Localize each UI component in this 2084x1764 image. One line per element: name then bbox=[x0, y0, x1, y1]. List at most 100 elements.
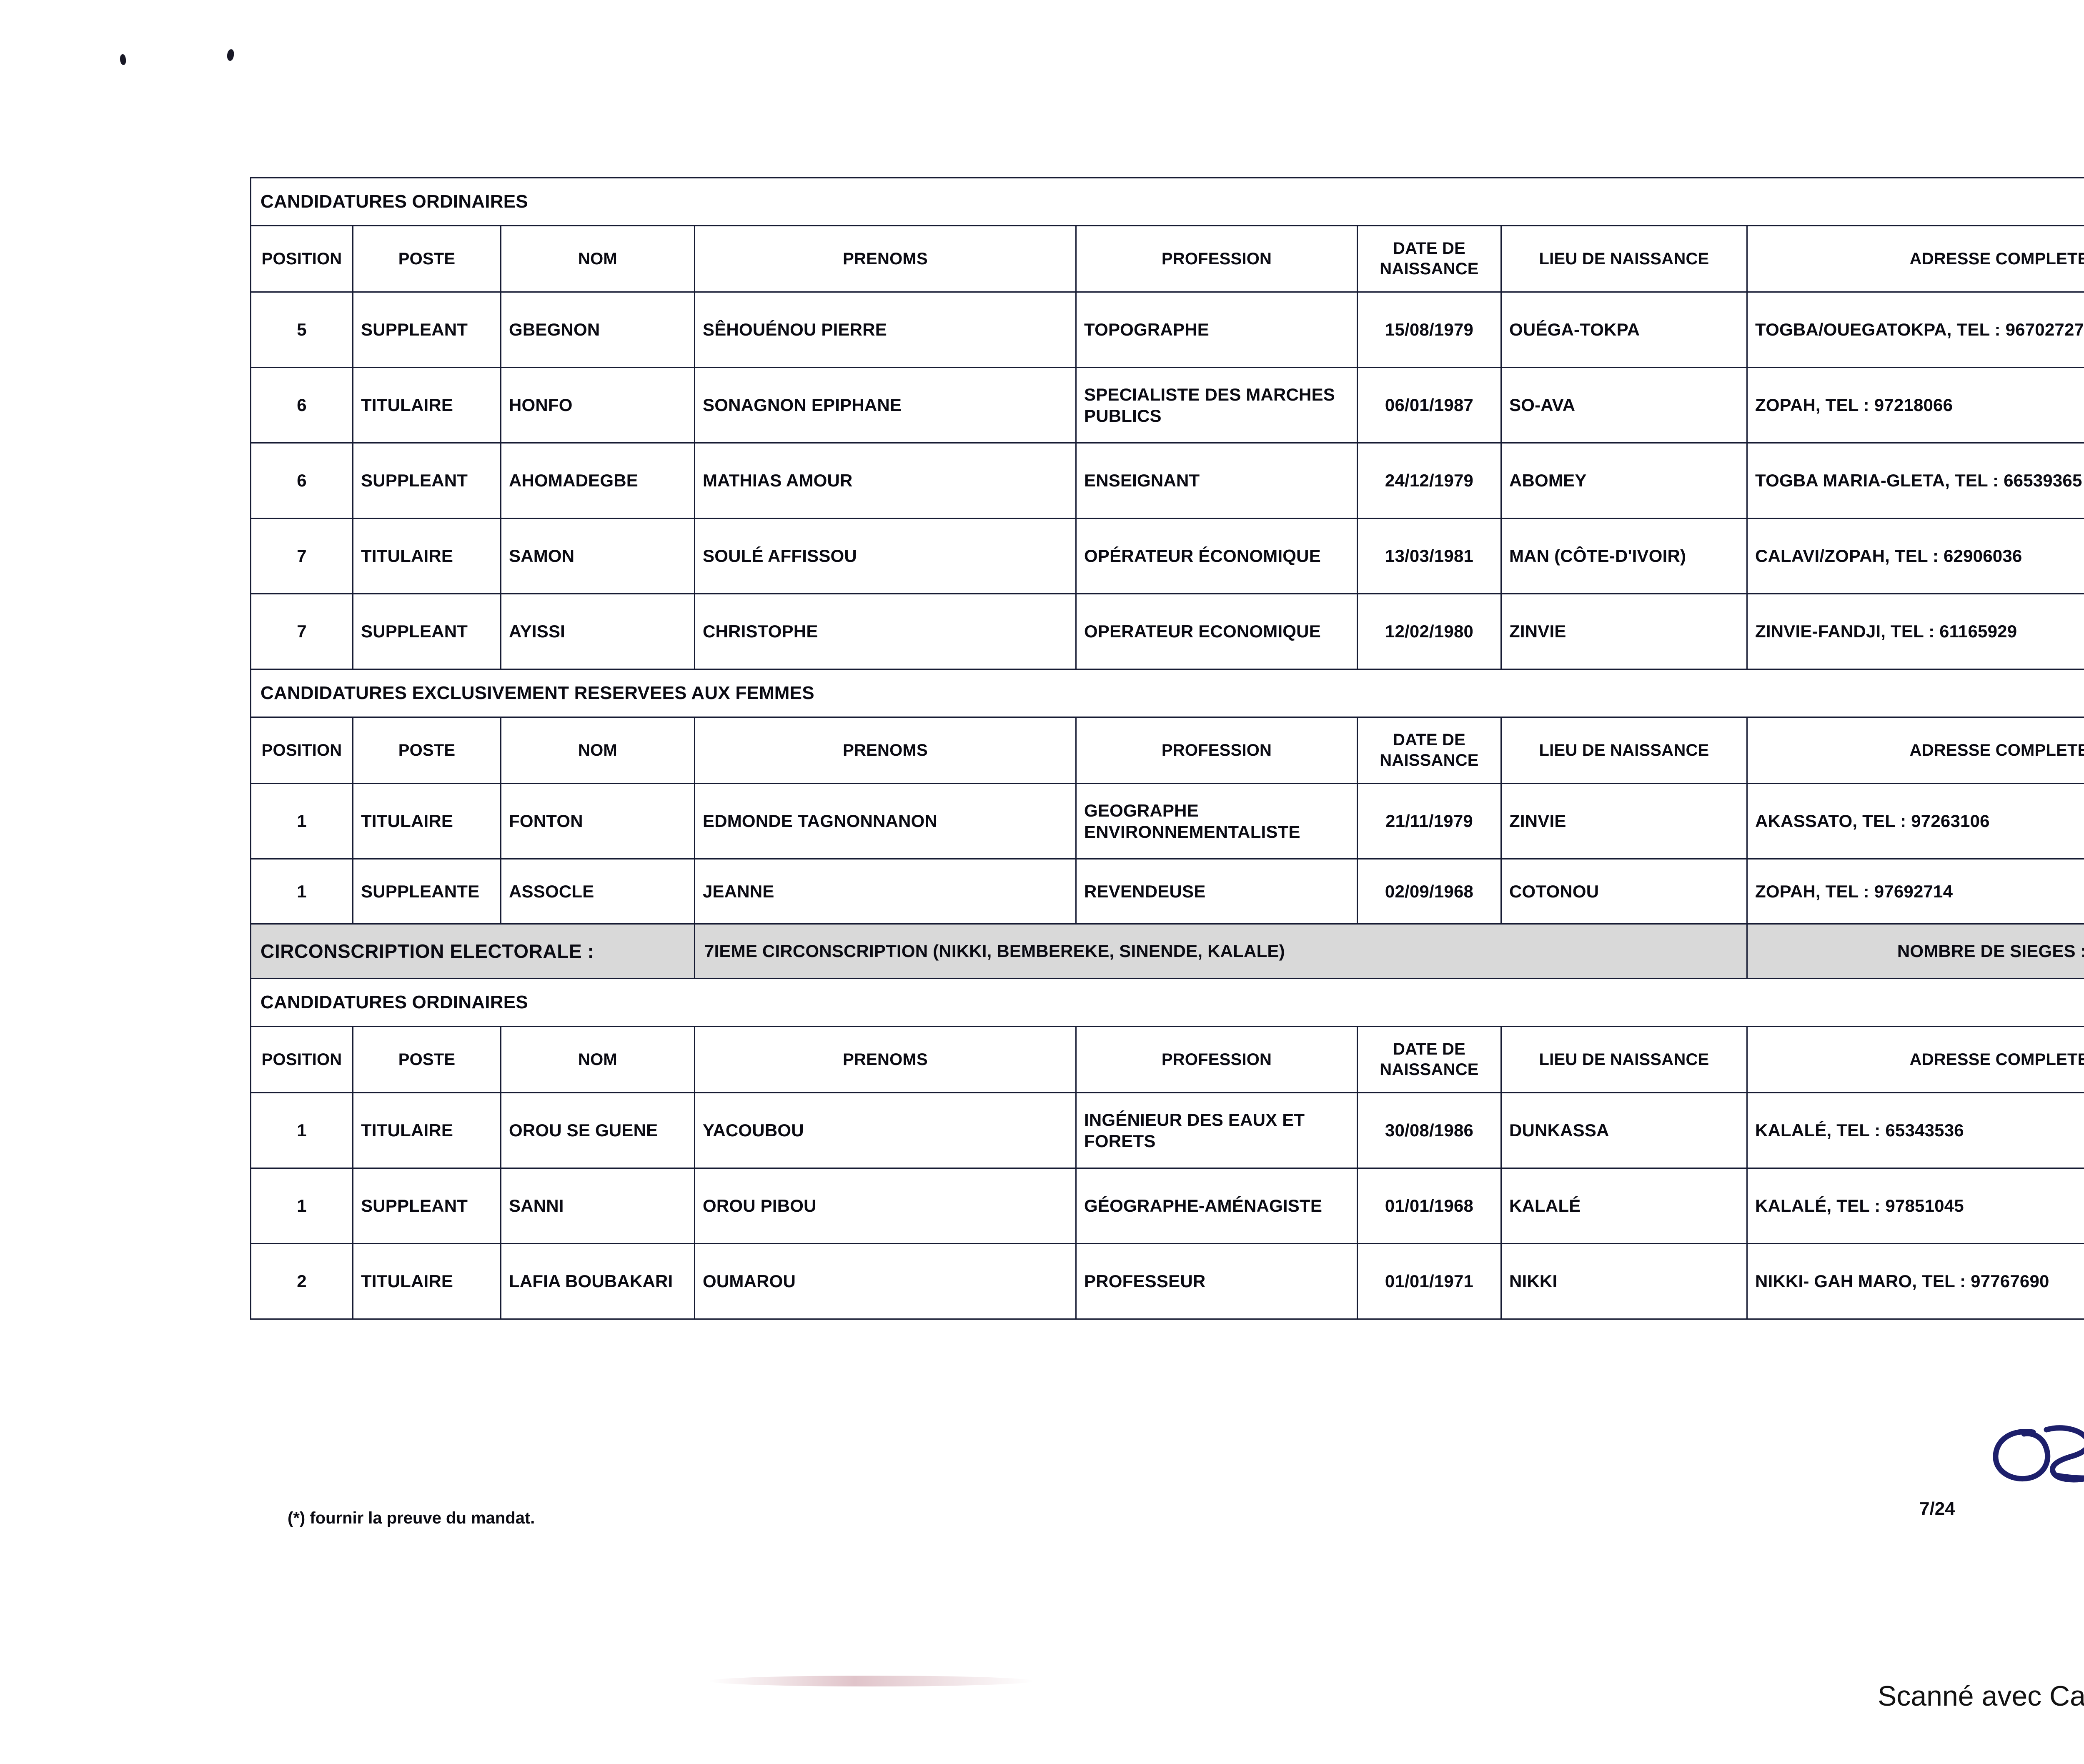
section-band-row: CANDIDATURES ORDINAIRES bbox=[250, 978, 2084, 1027]
cell-profession: TOPOGRAPHE bbox=[1075, 291, 1358, 368]
cell-date-naissance: 01/01/1968 bbox=[1357, 1168, 1502, 1244]
cell-profession: INGÉNIEUR DES EAUX ET FORETS bbox=[1075, 1092, 1358, 1169]
cell-nom: AHOMADEGBE bbox=[500, 442, 695, 519]
scan-smudge bbox=[709, 1676, 1034, 1686]
cell-adresse: AKASSATO, TEL : 97263106 bbox=[1746, 783, 2084, 859]
cell-prenoms: CHRISTOPHE bbox=[694, 593, 1077, 670]
handwritten-signature-icon bbox=[1993, 1425, 2084, 1483]
section-band-label: CANDIDATURES EXCLUSIVEMENT RESERVEES AUX… bbox=[250, 669, 2084, 718]
col-header-date-naissance: DATE DE NAISSANCE bbox=[1357, 717, 1502, 784]
col-header-nom: NOM bbox=[500, 225, 695, 293]
cell-poste: TITULAIRE bbox=[352, 518, 501, 594]
cell-position: 7 bbox=[250, 593, 353, 670]
camscanner-watermark: Scanné avec CamScanner bbox=[1878, 1680, 2084, 1712]
table-row: 6 SUPPLEANT AHOMADEGBE MATHIAS AMOUR ENS… bbox=[250, 442, 2084, 519]
cell-poste: SUPPLEANT bbox=[352, 593, 501, 670]
col-header-nom: NOM bbox=[500, 1026, 695, 1093]
cell-lieu-naissance: ABOMEY bbox=[1500, 442, 1748, 519]
cell-nom: GBEGNON bbox=[500, 291, 695, 368]
col-header-date-naissance: DATE DE NAISSANCE bbox=[1357, 225, 1502, 293]
section-band-row: CANDIDATURES EXCLUSIVEMENT RESERVEES AUX… bbox=[250, 669, 2084, 718]
cell-poste: TITULAIRE bbox=[352, 1243, 501, 1320]
col-header-adresse: ADRESSE COMPLETE bbox=[1746, 225, 2084, 293]
col-header-poste: POSTE bbox=[352, 225, 501, 293]
table-row: 6 TITULAIRE HONFO SONAGNON EPIPHANE SPEC… bbox=[250, 367, 2084, 444]
cell-position: 1 bbox=[250, 1092, 353, 1169]
col-header-position: POSITION bbox=[250, 1026, 353, 1093]
cell-date-naissance: 21/11/1979 bbox=[1357, 783, 1502, 859]
table-row: 1 SUPPLEANT SANNI OROU PIBOU GÉOGRAPHE-A… bbox=[250, 1168, 2084, 1244]
col-header-poste: POSTE bbox=[352, 717, 501, 784]
nombre-de-sieges: NOMBRE DE SIEGES : 5 bbox=[1746, 923, 2084, 979]
cell-adresse: ZOPAH, TEL : 97692714 bbox=[1746, 858, 2084, 925]
col-header-poste: POSTE bbox=[352, 1026, 501, 1093]
cell-lieu-naissance: COTONOU bbox=[1500, 858, 1748, 925]
cell-date-naissance: 12/02/1980 bbox=[1357, 593, 1502, 670]
cell-poste: SUPPLEANT bbox=[352, 1168, 501, 1244]
section-band-label: CANDIDATURES ORDINAIRES bbox=[250, 177, 2084, 226]
page-number: 7/24 bbox=[1919, 1498, 1955, 1519]
cell-lieu-naissance: NIKKI bbox=[1500, 1243, 1748, 1320]
cell-position: 2 bbox=[250, 1243, 353, 1320]
cell-prenoms: OUMAROU bbox=[694, 1243, 1077, 1320]
cell-adresse: ZOPAH, TEL : 97218066 bbox=[1746, 367, 2084, 444]
cell-prenoms: OROU PIBOU bbox=[694, 1168, 1077, 1244]
cell-prenoms: MATHIAS AMOUR bbox=[694, 442, 1077, 519]
cell-adresse: TOGBA MARIA-GLETA, TEL : 66539365 bbox=[1746, 442, 2084, 519]
cell-profession: ENSEIGNANT bbox=[1075, 442, 1358, 519]
cell-position: 1 bbox=[250, 783, 353, 859]
candidatures-table: CANDIDATURES ORDINAIRES POSITION POSTE N… bbox=[250, 177, 2084, 1320]
cell-nom: ASSOCLE bbox=[500, 858, 695, 925]
cell-date-naissance: 01/01/1971 bbox=[1357, 1243, 1502, 1320]
table-row: 2 TITULAIRE LAFIA BOUBAKARI OUMAROU PROF… bbox=[250, 1243, 2084, 1320]
cell-date-naissance: 30/08/1986 bbox=[1357, 1092, 1502, 1169]
cell-prenoms: SONAGNON EPIPHANE bbox=[694, 367, 1077, 444]
col-header-adresse: ADRESSE COMPLETE bbox=[1746, 1026, 2084, 1093]
cell-date-naissance: 02/09/1968 bbox=[1357, 858, 1502, 925]
cell-nom: OROU SE GUENE bbox=[500, 1092, 695, 1169]
col-header-lieu-naissance: LIEU DE NAISSANCE bbox=[1500, 717, 1748, 784]
cell-position: 7 bbox=[250, 518, 353, 594]
table-row: 1 TITULAIRE OROU SE GUENE YACOUBOU INGÉN… bbox=[250, 1092, 2084, 1169]
cell-nom: SANNI bbox=[500, 1168, 695, 1244]
cell-profession: OPERATEUR ECONOMIQUE bbox=[1075, 593, 1358, 670]
cell-position: 5 bbox=[250, 291, 353, 368]
cell-poste: SUPPLEANT bbox=[352, 291, 501, 368]
cell-poste: SUPPLEANTE bbox=[352, 858, 501, 925]
scan-speck-icon bbox=[119, 54, 127, 65]
cell-adresse: TOGBA/OUEGATOKPA, TEL : 96702727 bbox=[1746, 291, 2084, 368]
col-header-date-naissance: DATE DE NAISSANCE bbox=[1357, 1026, 1502, 1093]
cell-nom: SAMON bbox=[500, 518, 695, 594]
cell-profession: GÉOGRAPHE-AMÉNAGISTE bbox=[1075, 1168, 1358, 1244]
cell-adresse: KALALÉ, TEL : 65343536 bbox=[1746, 1092, 2084, 1169]
cell-date-naissance: 24/12/1979 bbox=[1357, 442, 1502, 519]
col-header-adresse: ADRESSE COMPLETE bbox=[1746, 717, 2084, 784]
col-header-prenoms: PRENOMS bbox=[694, 225, 1077, 293]
cell-position: 6 bbox=[250, 367, 353, 444]
cell-profession: REVENDEUSE bbox=[1075, 858, 1358, 925]
table-body: CANDIDATURES ORDINAIRES POSITION POSTE N… bbox=[250, 177, 2084, 1320]
column-header-row: POSITION POSTE NOM PRENOMS PROFESSION DA… bbox=[250, 1026, 2084, 1093]
col-header-prenoms: PRENOMS bbox=[694, 717, 1077, 784]
cell-nom: FONTON bbox=[500, 783, 695, 859]
cell-adresse: ZINVIE-FANDJI, TEL : 61165929 bbox=[1746, 593, 2084, 670]
cell-adresse: NIKKI- GAH MARO, TEL : 97767690 bbox=[1746, 1243, 2084, 1320]
circonscription-value: 7IEME CIRCONSCRIPTION (NIKKI, BEMBEREKE,… bbox=[694, 923, 1748, 979]
cell-prenoms: JEANNE bbox=[694, 858, 1077, 925]
cell-lieu-naissance: MAN (CÔTE-D'IVOIR) bbox=[1500, 518, 1748, 594]
cell-lieu-naissance: OUÉGA-TOKPA bbox=[1500, 291, 1748, 368]
cell-date-naissance: 13/03/1981 bbox=[1357, 518, 1502, 594]
column-header-row: POSITION POSTE NOM PRENOMS PROFESSION DA… bbox=[250, 225, 2084, 293]
circonscription-label: CIRCONSCRIPTION ELECTORALE : bbox=[250, 923, 695, 979]
col-header-lieu-naissance: LIEU DE NAISSANCE bbox=[1500, 225, 1748, 293]
table-row: 5 SUPPLEANT GBEGNON SÊHOUÉNOU PIERRE TOP… bbox=[250, 291, 2084, 368]
cell-prenoms: EDMONDE TAGNONNANON bbox=[694, 783, 1077, 859]
cell-nom: AYISSI bbox=[500, 593, 695, 670]
cell-profession: PROFESSEUR bbox=[1075, 1243, 1358, 1320]
cell-prenoms: SOULÉ AFFISSOU bbox=[694, 518, 1077, 594]
cell-prenoms: YACOUBOU bbox=[694, 1092, 1077, 1169]
cell-lieu-naissance: SO-AVA bbox=[1500, 367, 1748, 444]
cell-nom: LAFIA BOUBAKARI bbox=[500, 1243, 695, 1320]
cell-profession: GEOGRAPHE ENVIRONNEMENTALISTE bbox=[1075, 783, 1358, 859]
